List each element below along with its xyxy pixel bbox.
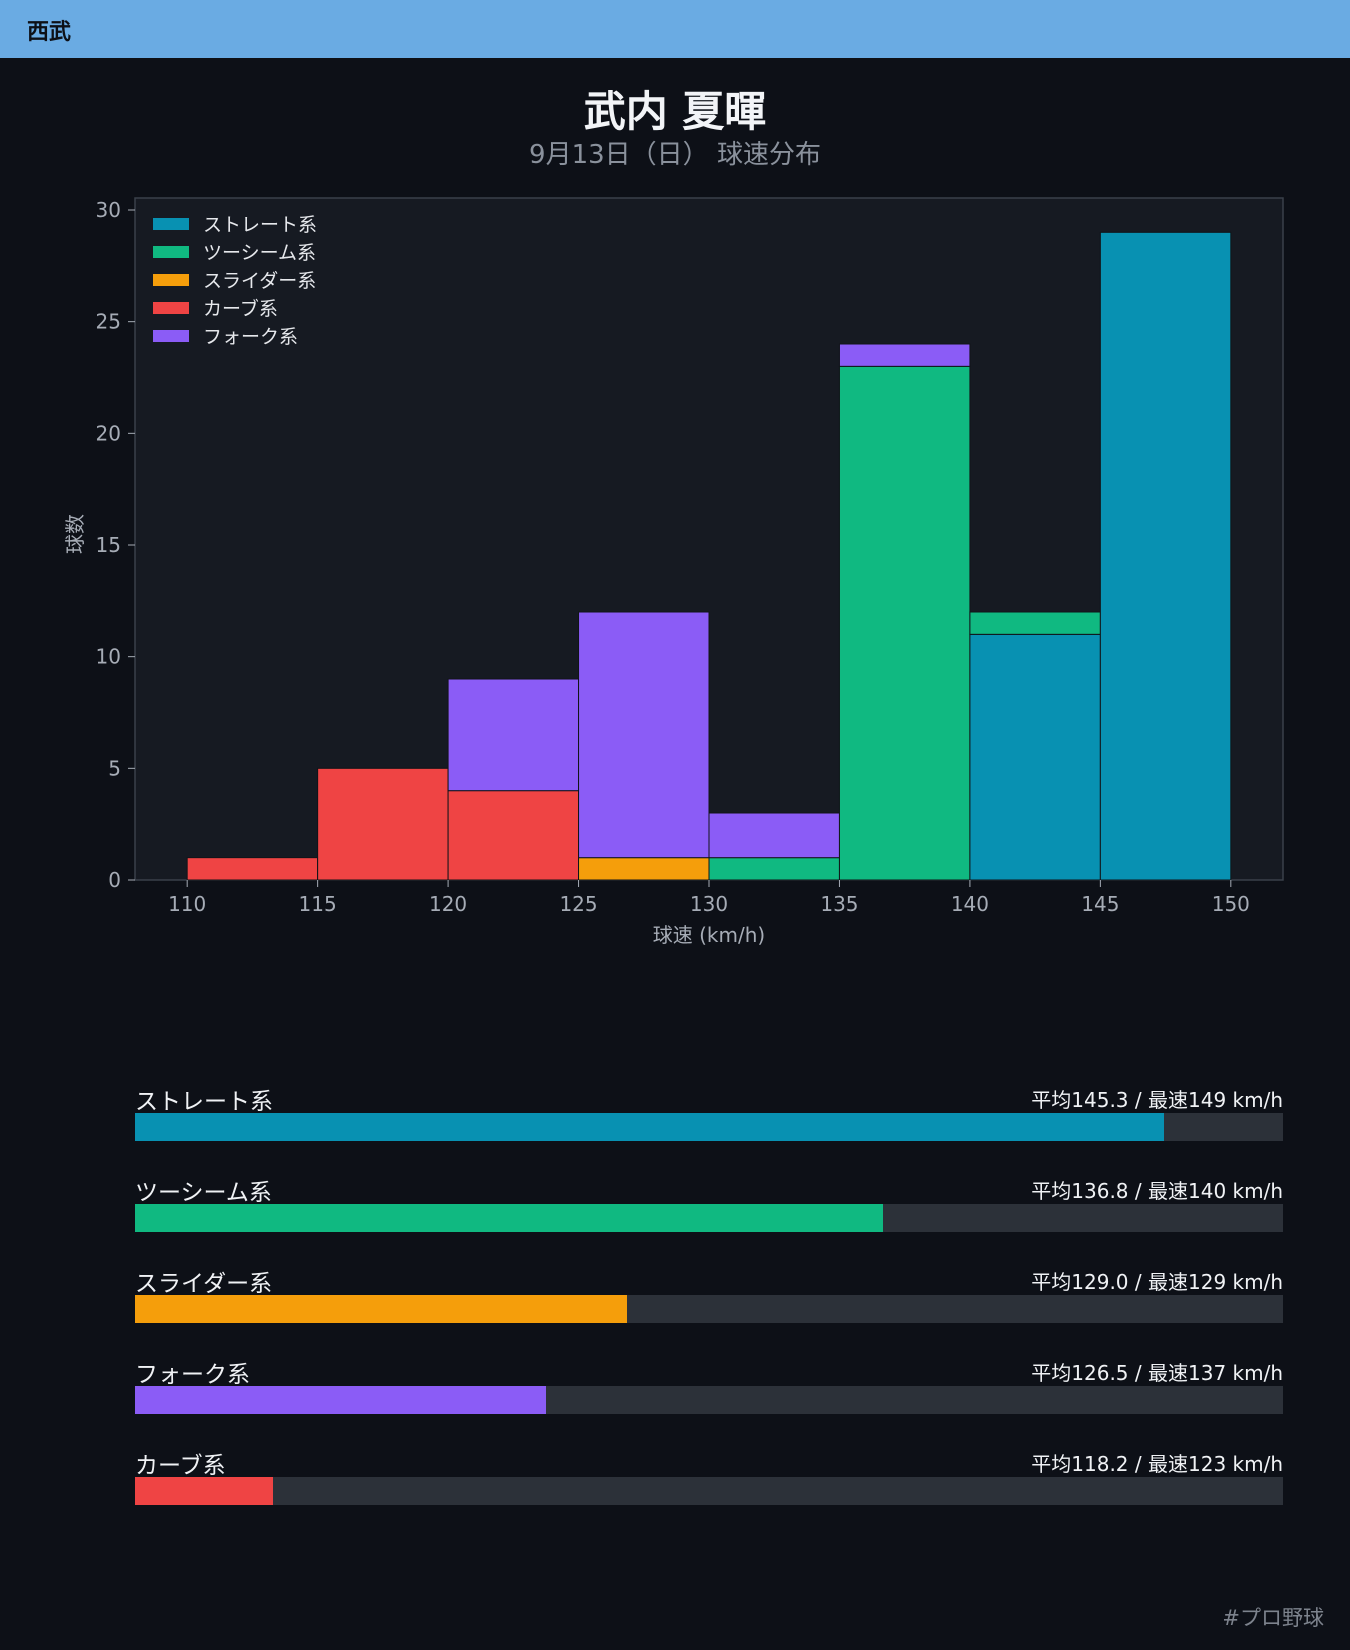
x-axis-label: 球速 (km/h) [653, 923, 765, 947]
x-tick-label: 130 [690, 892, 728, 916]
stat-row: カーブ系 平均118.2 / 最速123 km/h [135, 1446, 1283, 1526]
stat-track [135, 1386, 1283, 1414]
legend-swatch-0 [153, 218, 189, 230]
stat-row: スライダー系 平均129.0 / 最速129 km/h [135, 1264, 1283, 1344]
stat-label: ツーシーム系 [135, 1180, 272, 1206]
legend-swatch-3 [153, 302, 189, 314]
bar-4-bin-5 [838, 343, 971, 367]
y-tick-label: 0 [108, 868, 121, 892]
legend-label-1: ツーシーム系 [203, 242, 316, 264]
bar-3-bin-2 [447, 790, 580, 881]
stat-label: フォーク系 [135, 1362, 250, 1388]
stat-value: 平均118.2 / 最速123 km/h [1031, 1452, 1283, 1476]
x-tick-label: 120 [429, 892, 467, 916]
stat-fill [135, 1204, 884, 1232]
stat-value: 平均145.3 / 最速149 km/h [1031, 1088, 1283, 1112]
x-tick-label: 125 [559, 892, 597, 916]
bar-1-bin-4 [708, 857, 840, 881]
bar-1-bin-6 [969, 611, 1101, 635]
bar-3-bin-0 [186, 857, 319, 881]
chart-subtitle: 9月13日（日） 球速分布 [529, 140, 821, 170]
y-tick-label: 20 [96, 421, 121, 445]
stat-label: スライダー系 [135, 1271, 273, 1297]
x-tick-label: 140 [951, 892, 989, 916]
bar-4-bin-2 [447, 678, 580, 792]
stat-value: 平均136.8 / 最速140 km/h [1031, 1179, 1283, 1203]
legend-label-0: ストレート系 [203, 214, 317, 236]
bar-4-bin-4 [708, 812, 840, 859]
pitcher-name: 武内 夏暉 [583, 87, 767, 136]
bar-4-bin-3 [578, 611, 710, 859]
hashtag: #プロ野球 [1222, 1606, 1324, 1630]
legend-label-2: スライダー系 [203, 270, 316, 292]
x-tick-label: 135 [820, 892, 858, 916]
legend-label-3: カーブ系 [203, 297, 278, 320]
stat-label: ストレート系 [135, 1089, 273, 1115]
legend-swatch-4 [153, 330, 189, 342]
y-tick-label: 30 [96, 198, 121, 222]
stat-track [135, 1204, 1283, 1232]
stat-label: カーブ系 [135, 1453, 226, 1479]
y-tick-label: 5 [108, 756, 121, 780]
stat-fill [135, 1386, 546, 1414]
stat-row: フォーク系 平均126.5 / 最速137 km/h [135, 1355, 1283, 1435]
legend-swatch-2 [153, 274, 189, 286]
y-tick-label: 10 [96, 645, 121, 669]
x-tick-label: 145 [1081, 892, 1119, 916]
header-bar: 西武 [0, 0, 1350, 58]
x-tick-label: 110 [168, 892, 206, 916]
bar-1-bin-5 [838, 365, 971, 881]
bar-0-bin-7 [1099, 231, 1232, 881]
y-tick-label: 15 [96, 533, 121, 557]
stat-fill [135, 1113, 1164, 1141]
legend-swatch-1 [153, 246, 189, 258]
velocity-histogram: 110 115 120 125 130 135 140 145 150 0 5 10 15 20 25 30 球… [63, 197, 1284, 947]
stat-track [135, 1477, 1283, 1505]
x-tick-label: 150 [1212, 892, 1250, 916]
stat-value: 平均126.5 / 最速137 km/h [1031, 1361, 1283, 1385]
bar-0-bin-6 [969, 633, 1101, 881]
x-tick-label: 115 [299, 892, 337, 916]
stat-value: 平均129.0 / 最速129 km/h [1031, 1270, 1283, 1294]
y-tick-label: 25 [96, 310, 121, 334]
stat-track [135, 1295, 1283, 1323]
bar-3-bin-1 [317, 767, 449, 881]
stat-fill [135, 1477, 273, 1505]
team-name: 西武 [27, 20, 72, 45]
stat-fill [135, 1295, 628, 1323]
stat-row: ツーシーム系 平均136.8 / 最速140 km/h [135, 1173, 1283, 1253]
stat-row: ストレート系 平均145.3 / 最速149 km/h [135, 1082, 1283, 1162]
stat-track [135, 1113, 1283, 1141]
legend-label-4: フォーク系 [203, 326, 298, 348]
y-axis-label: 球数 [63, 514, 87, 554]
bar-2-bin-3 [578, 857, 710, 881]
